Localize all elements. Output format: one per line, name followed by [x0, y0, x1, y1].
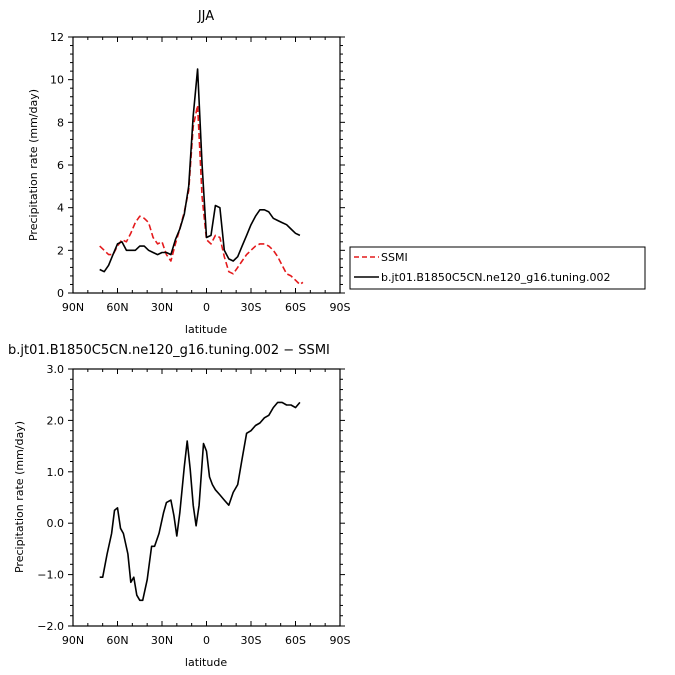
chart-title: JJA — [197, 9, 214, 24]
x-tick-label: 30S — [241, 301, 262, 314]
series-layer — [99, 68, 304, 286]
y-tick-label: 6 — [57, 159, 64, 172]
x-axis-label: latitude — [185, 656, 227, 669]
series-line-0 — [99, 401, 301, 602]
plot-frame — [72, 368, 341, 627]
x-tick-label: 90S — [330, 301, 351, 314]
y-tick-label: 12 — [50, 31, 64, 44]
x-tick-label: 60S — [285, 301, 306, 314]
y-tick-label: 1.0 — [47, 466, 65, 479]
legend-box — [349, 246, 646, 290]
y-axis-label: Precipitation rate (mm/day) — [27, 89, 40, 241]
series-line-0 — [99, 104, 304, 286]
panel-bottom: b.jt01.B1850C5CN.ne120_g16.tuning.002 − … — [8, 343, 351, 669]
chart-title: b.jt01.B1850C5CN.ne120_g16.tuning.002 − … — [8, 343, 330, 358]
panel-top: JJA 90N 60N 30N 0 30S 60S 90S 0 2 4 6 8 10 12 latitu… — [27, 9, 351, 336]
x-tick-label: 90N — [62, 301, 84, 314]
y-tick-label: 4 — [57, 202, 64, 215]
legend-entry-model: b.jt01.B1850C5CN.ne120_g16.tuning.002 — [381, 271, 610, 284]
y-axis: −2.0 −1.0 0.0 1.0 2.0 3.0 — [37, 363, 345, 633]
x-tick-label: 60S — [285, 634, 306, 647]
y-tick-label: 10 — [50, 74, 64, 87]
x-tick-label: 30N — [151, 301, 173, 314]
y-tick-label: 0.0 — [47, 517, 65, 530]
y-tick-label: −1.0 — [37, 569, 64, 582]
y-tick-label: 2.0 — [47, 414, 65, 427]
x-tick-label: 30S — [241, 634, 262, 647]
y-tick-label: 3.0 — [47, 363, 65, 376]
x-axis: 90N 60N 30N 0 30S 60S 90S — [62, 37, 351, 314]
x-tick-label: 30N — [151, 634, 173, 647]
y-tick-label: 0 — [57, 287, 64, 300]
y-tick-label: 8 — [57, 116, 64, 129]
x-tick-label: 0 — [203, 301, 210, 314]
x-tick-label: 90N — [62, 634, 84, 647]
x-axis: 90N 60N 30N 0 30S 60S 90S — [62, 369, 351, 647]
y-axis: 0 2 4 6 8 10 12 — [50, 31, 345, 300]
y-tick-label: −2.0 — [37, 620, 64, 633]
x-tick-label: 0 — [203, 634, 210, 647]
y-axis-label: Precipitation rate (mm/day) — [13, 421, 26, 573]
series-layer — [99, 401, 301, 602]
series-line-1 — [99, 68, 301, 273]
x-tick-label: 90S — [330, 634, 351, 647]
y-tick-label: 2 — [57, 244, 64, 257]
x-axis-label: latitude — [185, 323, 227, 336]
legend: SSMI b.jt01.B1850C5CN.ne120_g16.tuning.0… — [349, 246, 646, 290]
x-tick-label: 60N — [106, 634, 128, 647]
legend-entry-ssmi: SSMI — [381, 251, 408, 264]
x-tick-label: 60N — [106, 301, 128, 314]
